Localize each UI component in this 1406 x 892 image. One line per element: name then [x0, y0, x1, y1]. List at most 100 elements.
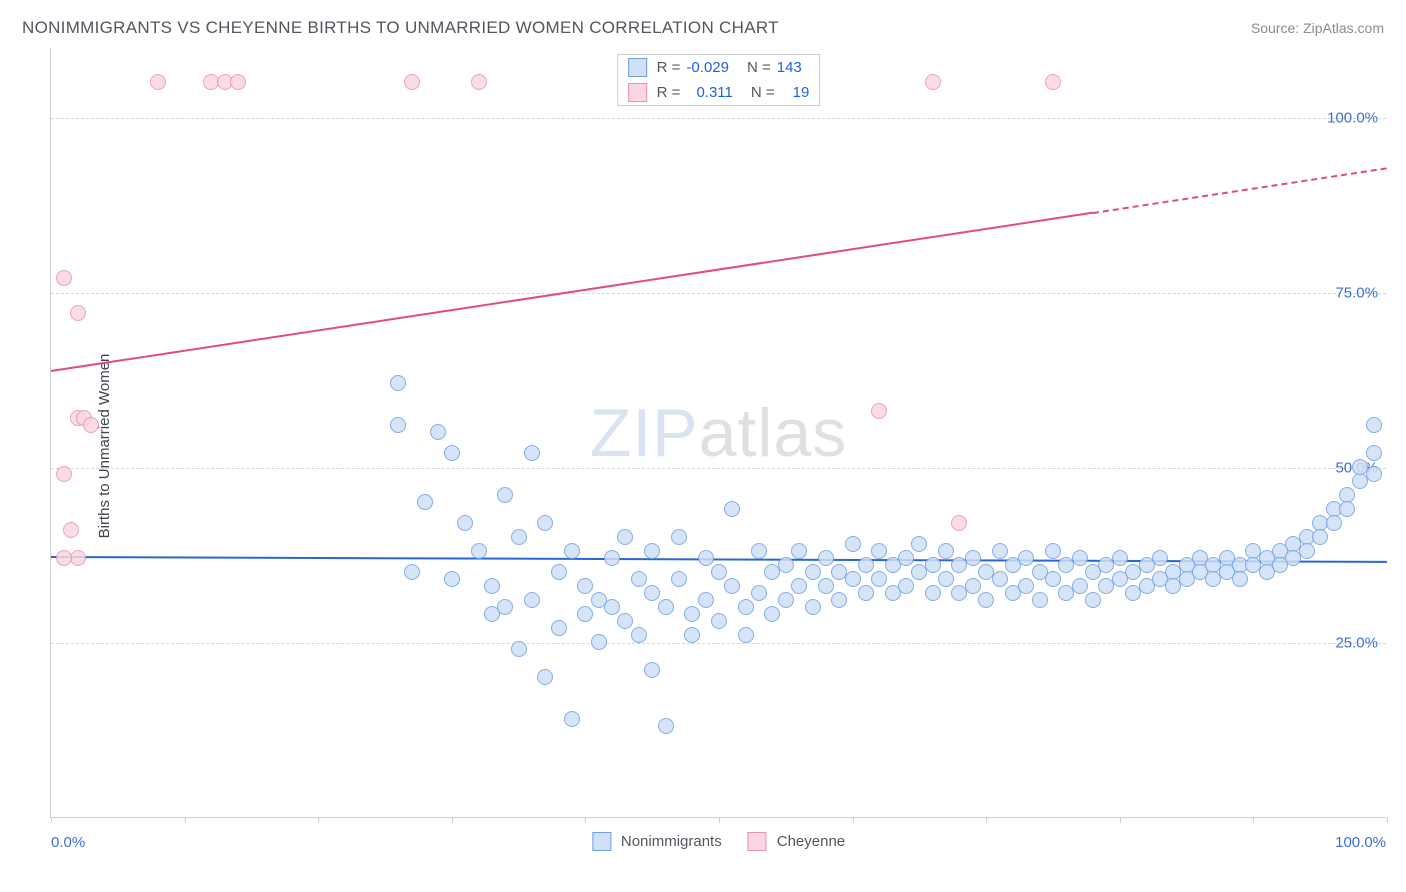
- data-point: [83, 417, 99, 433]
- data-point: [845, 571, 861, 587]
- data-point: [63, 522, 79, 538]
- watermark-atlas: atlas: [699, 395, 848, 471]
- x-tick: [318, 817, 319, 823]
- data-point: [644, 543, 660, 559]
- data-point: [511, 529, 527, 545]
- data-point: [818, 550, 834, 566]
- data-point: [751, 585, 767, 601]
- data-point: [591, 634, 607, 650]
- data-point: [617, 529, 633, 545]
- data-point: [644, 585, 660, 601]
- legend-stats: R = -0.029 N = 143 R = 0.311 N = 19: [617, 54, 821, 106]
- source-label: Source: ZipAtlas.com: [1251, 20, 1384, 36]
- data-point: [738, 627, 754, 643]
- data-point: [604, 550, 620, 566]
- r-value-2: 0.311: [686, 84, 732, 101]
- data-point: [871, 403, 887, 419]
- data-point: [1366, 445, 1382, 461]
- legend-swatch-cheyenne-b: [748, 832, 767, 851]
- data-point: [805, 564, 821, 580]
- data-point: [684, 606, 700, 622]
- data-point: [1045, 543, 1061, 559]
- x-tick: [51, 817, 52, 823]
- legend-item-cheyenne: Cheyenne: [748, 832, 845, 851]
- grid-line: [51, 468, 1386, 469]
- x-axis-min-label: 0.0%: [51, 834, 85, 851]
- r-value-1: -0.029: [686, 59, 729, 76]
- data-point: [938, 543, 954, 559]
- data-point: [684, 627, 700, 643]
- data-point: [444, 571, 460, 587]
- data-point: [965, 578, 981, 594]
- x-tick: [185, 817, 186, 823]
- data-point: [564, 543, 580, 559]
- trend-line: [1093, 167, 1387, 214]
- data-point: [658, 599, 674, 615]
- data-point: [764, 606, 780, 622]
- data-point: [631, 627, 647, 643]
- data-point: [1072, 550, 1088, 566]
- legend-swatch-nonimmigrants-b: [592, 832, 611, 851]
- data-point: [511, 641, 527, 657]
- data-point: [1018, 550, 1034, 566]
- data-point: [818, 578, 834, 594]
- n-value-2: 19: [793, 84, 810, 101]
- data-point: [925, 585, 941, 601]
- data-point: [1045, 571, 1061, 587]
- data-point: [417, 494, 433, 510]
- data-point: [1366, 466, 1382, 482]
- data-point: [551, 564, 567, 580]
- data-point: [564, 711, 580, 727]
- data-point: [751, 543, 767, 559]
- data-point: [671, 571, 687, 587]
- data-point: [1299, 543, 1315, 559]
- data-point: [471, 74, 487, 90]
- data-point: [497, 487, 513, 503]
- data-point: [671, 529, 687, 545]
- data-point: [617, 613, 633, 629]
- data-point: [1018, 578, 1034, 594]
- data-point: [845, 536, 861, 552]
- data-point: [711, 564, 727, 580]
- data-point: [1045, 74, 1061, 90]
- data-point: [871, 543, 887, 559]
- data-point: [658, 718, 674, 734]
- data-point: [805, 599, 821, 615]
- data-point: [898, 578, 914, 594]
- data-point: [925, 74, 941, 90]
- n-label-2: N =: [751, 84, 775, 101]
- data-point: [444, 445, 460, 461]
- data-point: [524, 592, 540, 608]
- r-label-1: R =: [657, 59, 681, 76]
- data-point: [938, 571, 954, 587]
- data-point: [738, 599, 754, 615]
- data-point: [898, 550, 914, 566]
- data-point: [992, 543, 1008, 559]
- x-tick: [1120, 817, 1121, 823]
- data-point: [925, 557, 941, 573]
- data-point: [871, 571, 887, 587]
- data-point: [858, 585, 874, 601]
- data-point: [404, 74, 420, 90]
- data-point: [1232, 571, 1248, 587]
- x-tick: [452, 817, 453, 823]
- data-point: [858, 557, 874, 573]
- watermark: ZIPatlas: [590, 394, 847, 472]
- legend-item-nonimmigrants: Nonimmigrants: [592, 832, 722, 851]
- x-tick: [986, 817, 987, 823]
- data-point: [724, 501, 740, 517]
- x-tick: [585, 817, 586, 823]
- data-point: [778, 557, 794, 573]
- legend-swatch-nonimmigrants: [628, 58, 647, 77]
- data-point: [1072, 578, 1088, 594]
- chart-title: NONIMMIGRANTS VS CHEYENNE BIRTHS TO UNMA…: [22, 18, 779, 38]
- watermark-zip: ZIP: [590, 395, 699, 471]
- data-point: [56, 466, 72, 482]
- data-point: [978, 592, 994, 608]
- legend-swatch-cheyenne: [628, 83, 647, 102]
- data-point: [551, 620, 567, 636]
- y-tick-label: 100.0%: [1327, 110, 1378, 127]
- data-point: [404, 564, 420, 580]
- x-tick: [719, 817, 720, 823]
- data-point: [1112, 550, 1128, 566]
